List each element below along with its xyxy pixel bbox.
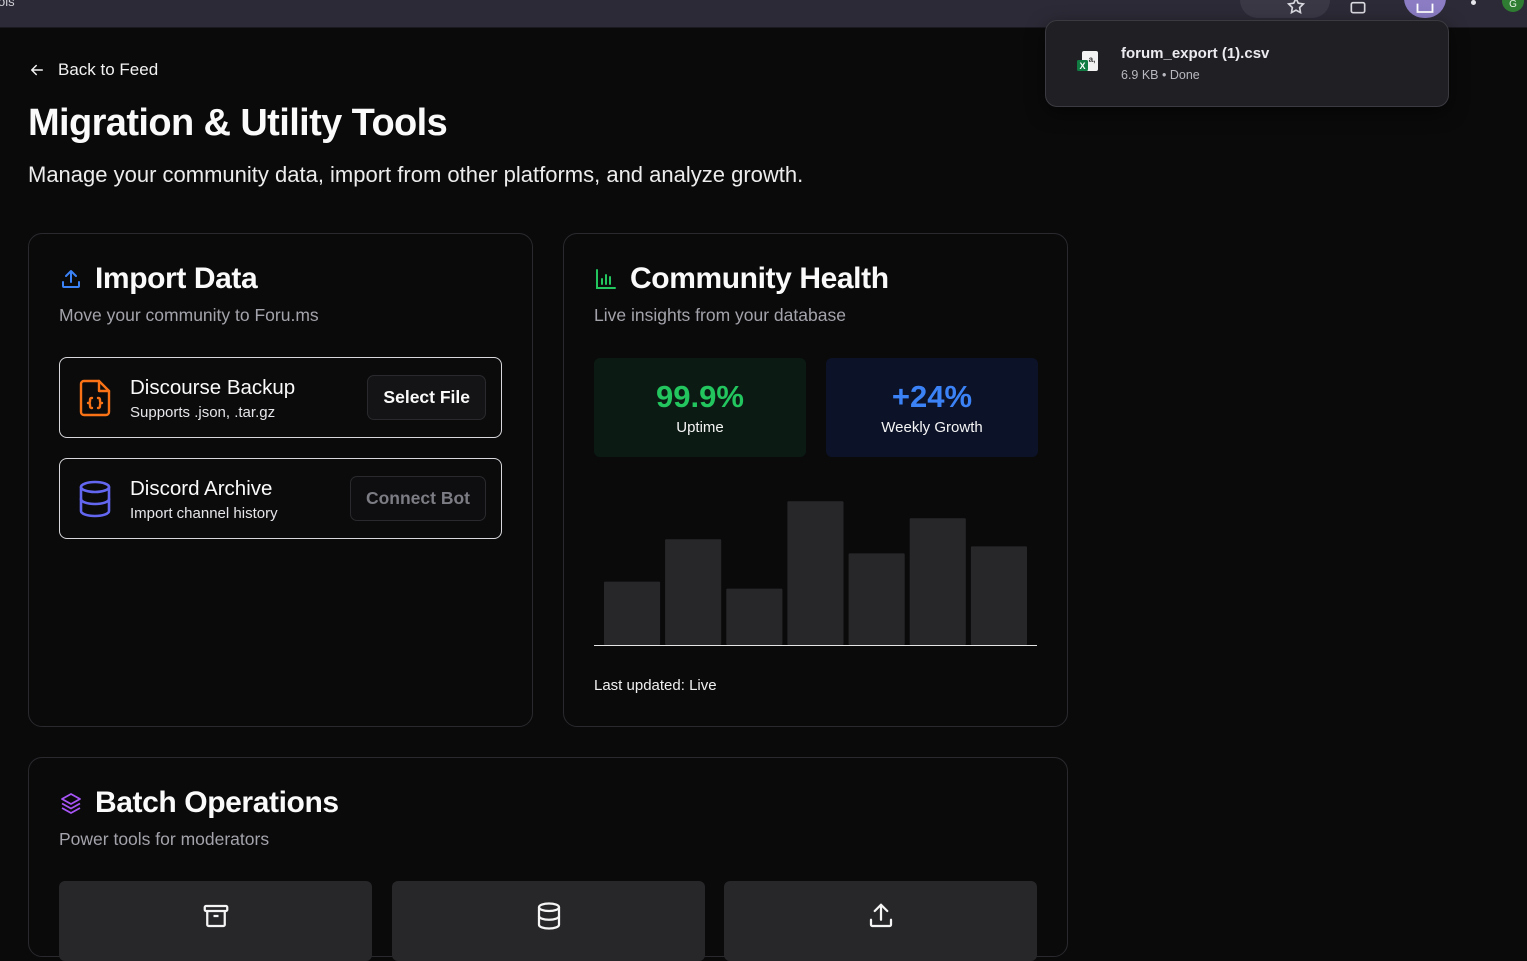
toolbar-actions-pill xyxy=(1240,0,1330,18)
back-to-feed-link[interactable]: Back to Feed xyxy=(28,60,158,80)
menu-dots-icon[interactable] xyxy=(1471,0,1476,5)
health-card-description: Live insights from your database xyxy=(594,305,846,325)
connect-bot-button[interactable]: Connect Bot xyxy=(349,476,486,521)
health-card-title: Community Health xyxy=(594,262,889,296)
batch-operations-card: Batch Operations Power tools for moderat… xyxy=(28,757,1068,961)
activity-bar-chart xyxy=(594,490,1037,646)
browser-toolbar: ols G xyxy=(0,0,1527,28)
back-link-label: Back to Feed xyxy=(58,60,159,79)
batch-title-text: Batch Operations xyxy=(95,786,339,819)
page-title: Migration & Utility Tools xyxy=(28,102,448,144)
last-updated-text: Last updated: Live xyxy=(594,677,717,694)
chart-bar-6 xyxy=(909,518,966,645)
download-icon xyxy=(1416,3,1434,13)
downloads-button[interactable] xyxy=(1404,0,1446,18)
import-data-card: Import Data Move your community to Foru.… xyxy=(28,233,533,727)
chart-bar-7 xyxy=(970,546,1027,645)
bookmark-star-icon[interactable] xyxy=(1286,0,1306,16)
import-card-description: Move your community to Foru.ms xyxy=(59,305,319,325)
growth-label: Weekly Growth xyxy=(881,419,983,436)
source-row-discourse: Discourse Backup Supports .json, .tar.gz… xyxy=(59,357,502,438)
community-health-card: Community Health Live insights from your… xyxy=(563,233,1068,727)
discourse-subtitle: Supports .json, .tar.gz xyxy=(130,404,276,421)
csv-file-icon: X a, xyxy=(1077,51,1098,71)
download-bubble: X a, forum_export (1).csv 6.9 KB • Done xyxy=(1045,20,1449,107)
discord-title: Discord Archive xyxy=(130,477,273,500)
profile-avatar[interactable]: G xyxy=(1502,0,1524,12)
upload-icon xyxy=(866,901,896,931)
growth-value: +24% xyxy=(891,379,973,414)
import-card-title: Import Data xyxy=(59,262,258,296)
batch-tile-database[interactable] xyxy=(392,881,705,961)
uptime-value: 99.9% xyxy=(656,379,744,414)
database-icon xyxy=(534,901,564,931)
source-row-discord: Discord Archive Import channel history C… xyxy=(59,458,502,539)
bar-chart-icon xyxy=(596,269,616,289)
import-title-text: Import Data xyxy=(95,262,258,295)
svg-text:a,: a, xyxy=(1089,55,1096,64)
download-file-meta: 6.9 KB • Done xyxy=(1121,68,1200,82)
arrow-left-icon xyxy=(31,64,43,76)
chart-bar-3 xyxy=(726,588,783,645)
tab-title-fragment[interactable]: ols xyxy=(0,0,15,9)
select-file-button[interactable]: Select File xyxy=(367,375,486,420)
chart-bar-2 xyxy=(665,539,722,645)
upload-icon xyxy=(62,270,80,288)
uptime-stat-tile: 99.9% Uptime xyxy=(594,358,806,457)
uptime-label: Uptime xyxy=(676,419,724,436)
layers-icon xyxy=(61,793,81,814)
discord-subtitle: Import channel history xyxy=(130,505,278,522)
svg-text:X: X xyxy=(1079,61,1085,71)
download-file-name[interactable]: forum_export (1).csv xyxy=(1121,45,1270,62)
discourse-title: Discourse Backup xyxy=(130,376,296,399)
growth-stat-tile: +24% Weekly Growth xyxy=(826,358,1038,457)
chart-bar-4 xyxy=(787,501,844,645)
batch-tile-archive[interactable] xyxy=(59,881,372,961)
health-title-text: Community Health xyxy=(630,262,889,295)
batch-card-title: Batch Operations xyxy=(59,786,339,820)
chart-bar-1 xyxy=(604,581,661,645)
extensions-icon[interactable] xyxy=(1348,0,1368,16)
batch-tile-export[interactable] xyxy=(724,881,1037,961)
database-icon xyxy=(79,480,111,518)
archive-icon xyxy=(201,901,231,931)
bar-chart-svg xyxy=(594,501,1037,646)
file-code-icon xyxy=(79,379,111,417)
page-subtitle: Manage your community data, import from … xyxy=(28,162,804,187)
batch-card-description: Power tools for moderators xyxy=(59,829,270,849)
chart-bar-5 xyxy=(848,553,905,645)
